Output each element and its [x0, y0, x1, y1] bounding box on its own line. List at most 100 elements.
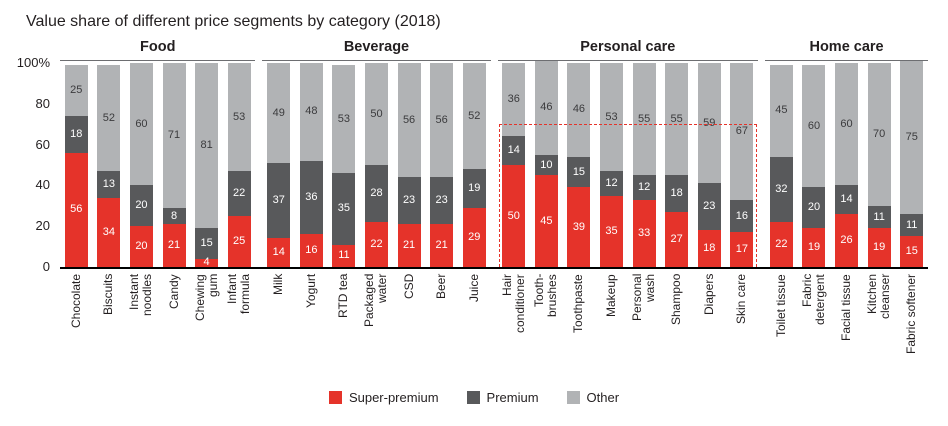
- bar-segment-premium: 11: [900, 213, 924, 237]
- bar-segment-other: 67: [730, 63, 754, 200]
- stacked-bar: 25 18 56: [64, 63, 88, 267]
- stacked-bar: 60 20 19: [802, 63, 826, 267]
- y-axis: 100% 80 60 40 20 0: [10, 39, 60, 378]
- bar-segment-premium: 13: [97, 171, 121, 198]
- bar-segment-super-premium: 21: [162, 224, 186, 267]
- bar-segment-super-premium: 27: [665, 211, 689, 267]
- bar-segment-super-premium: 45: [534, 175, 558, 267]
- category-label-slot: Facial tissue: [830, 274, 863, 378]
- category-label: Candy: [166, 274, 181, 309]
- category-label-slot: Candy: [158, 274, 191, 378]
- bar-segment-other: 46: [567, 63, 591, 157]
- bar-segment-super-premium: 21: [430, 224, 454, 267]
- bar-segment-other: 46: [534, 60, 558, 155]
- category-label: Toothpaste: [571, 274, 586, 333]
- bar-slot: 36 14 50: [498, 63, 531, 267]
- bar-slot: 55 18 27: [660, 63, 693, 267]
- category-label: Milk: [271, 274, 286, 296]
- category-label: Toilet tissue: [773, 274, 788, 337]
- bar-segment-other: 60: [802, 65, 826, 188]
- bar-segment-super-premium: 19: [867, 228, 891, 267]
- bar-slot: 53 35 11: [328, 63, 361, 267]
- bar-slot: 46 10 45: [530, 60, 563, 267]
- bar-segment-other: 81: [195, 63, 219, 229]
- category-label-slot: Biscuits: [93, 274, 126, 378]
- category-label-slot: Fabric softener: [895, 274, 928, 378]
- stacked-bar: 67 16 17: [730, 63, 754, 267]
- group-labels: Chocolate Biscuits Instant noodles Candy Che…: [60, 274, 255, 378]
- bar-segment-super-premium: 19: [802, 228, 826, 267]
- category-label: Fabric detergent: [799, 274, 827, 325]
- bar-segment-premium: 28: [364, 165, 388, 223]
- legend-swatch: [328, 391, 342, 404]
- bar-segment-other: 25: [64, 65, 88, 117]
- bar-segment-premium: 15: [195, 228, 219, 259]
- bar-slot: 71 8 21: [158, 63, 191, 267]
- y-tick-label: 60: [35, 136, 50, 152]
- category-label-slot: Infant formula: [223, 274, 256, 378]
- category-label-slot: Makeup: [595, 274, 628, 378]
- bar-segment-premium: 14: [835, 185, 859, 214]
- legend-swatch: [566, 391, 580, 404]
- y-tick-label: 100%: [16, 55, 50, 70]
- bar-segment-super-premium: 11: [332, 244, 356, 267]
- bar-slot: 60 20 19: [798, 63, 831, 267]
- category-label-slot: Yogurt: [295, 274, 328, 378]
- category-label-slot: Tooth- brushes: [530, 274, 563, 378]
- stacked-bar: 53 22 25: [227, 63, 251, 267]
- bar-segment-super-premium: 16: [299, 234, 323, 267]
- category-label: CSD: [401, 274, 416, 300]
- bar-segment-super-premium: 39: [567, 187, 591, 267]
- category-label: Facial tissue: [839, 274, 854, 341]
- bar-segment-other: 48: [299, 63, 323, 161]
- group-food: Food 25 18 56 52 13 34 60 20 20 71 8 21 81 15 4 53 22 25 Ch…: [60, 39, 256, 378]
- legend: Super-premium Premium Other: [0, 390, 948, 405]
- category-label-slot: Chocolate: [60, 274, 93, 378]
- chart-groups: Food 25 18 56 52 13 34 60 20 20 71 8 21 81 15 4 53 22 25 Ch…: [60, 39, 928, 378]
- category-label-slot: Toothpaste: [563, 274, 596, 378]
- stacked-bar: 46 10 45: [534, 60, 558, 267]
- x-axis-line: [60, 267, 928, 269]
- stacked-bar: 71 8 21: [162, 63, 186, 267]
- category-label: Instant noodles: [127, 274, 155, 317]
- bar-segment-premium: 35: [332, 173, 356, 245]
- bar-segment-other: 55: [665, 63, 689, 176]
- bar-segment-premium: 37: [267, 162, 291, 239]
- group-home-care: Home care 45 32 22 60 20 19 60 14 26 70 11 19 75 11 15 T…: [765, 39, 928, 378]
- category-label: Hair conditioner: [499, 274, 527, 333]
- bar-segment-other: 60: [835, 63, 859, 186]
- bar-slot: 53 22 25: [223, 63, 256, 267]
- stacked-bar: 45 32 22: [769, 63, 793, 267]
- bar-segment-super-premium: 20: [129, 226, 153, 267]
- bar-segment-other: 53: [600, 63, 624, 172]
- bar-segment-premium: 12: [600, 171, 624, 196]
- bar-segment-super-premium: 26: [835, 213, 859, 267]
- legend-swatch: [466, 391, 480, 404]
- group-header: Food: [60, 39, 256, 61]
- bar-segment-other: 53: [227, 63, 251, 172]
- category-label: Diapers: [701, 274, 716, 316]
- bar-segment-other: 59: [697, 63, 721, 184]
- category-label: Beer: [434, 274, 449, 300]
- group-labels: Milk Yogurt RTD tea Packaged water CSD Beer Ju…: [262, 274, 490, 378]
- stacked-bar: 52 19 29: [462, 63, 486, 267]
- category-label: RTD tea: [336, 274, 351, 319]
- bar-slot: 59 23 18: [693, 63, 726, 267]
- group-header: Home care: [765, 39, 928, 61]
- category-label: Infant formula: [225, 274, 253, 315]
- group-bars: 45 32 22 60 20 19 60 14 26 70 11 19 75 11 15: [765, 60, 928, 267]
- bar-segment-premium: 19: [462, 169, 486, 208]
- stacked-bar: 55 18 27: [665, 63, 689, 267]
- group-bars: 25 18 56 52 13 34 60 20 20 71 8 21 81 15 4 53 22 25: [60, 63, 256, 268]
- bar-segment-other: 71: [162, 63, 186, 208]
- bar-segment-other: 56: [430, 63, 454, 178]
- bar-segment-premium: 8: [162, 207, 186, 225]
- stacked-bar: 48 36 16: [299, 63, 323, 267]
- bar-segment-premium: 22: [227, 171, 251, 216]
- bar-segment-premium: 11: [867, 205, 891, 229]
- group-bars: 49 37 14 48 36 16 53 35 11 50 28 22 56 23 21 56 23 21 52 19…: [262, 63, 490, 267]
- group-personal-care: Personal care 36 14 50 46 10 45 46 15 39 53 12 35 55 1…: [497, 39, 759, 378]
- bar-segment-other: 36: [502, 63, 526, 137]
- bar-segment-super-premium: 21: [397, 224, 421, 267]
- category-label-slot: Chewing gum: [190, 274, 223, 378]
